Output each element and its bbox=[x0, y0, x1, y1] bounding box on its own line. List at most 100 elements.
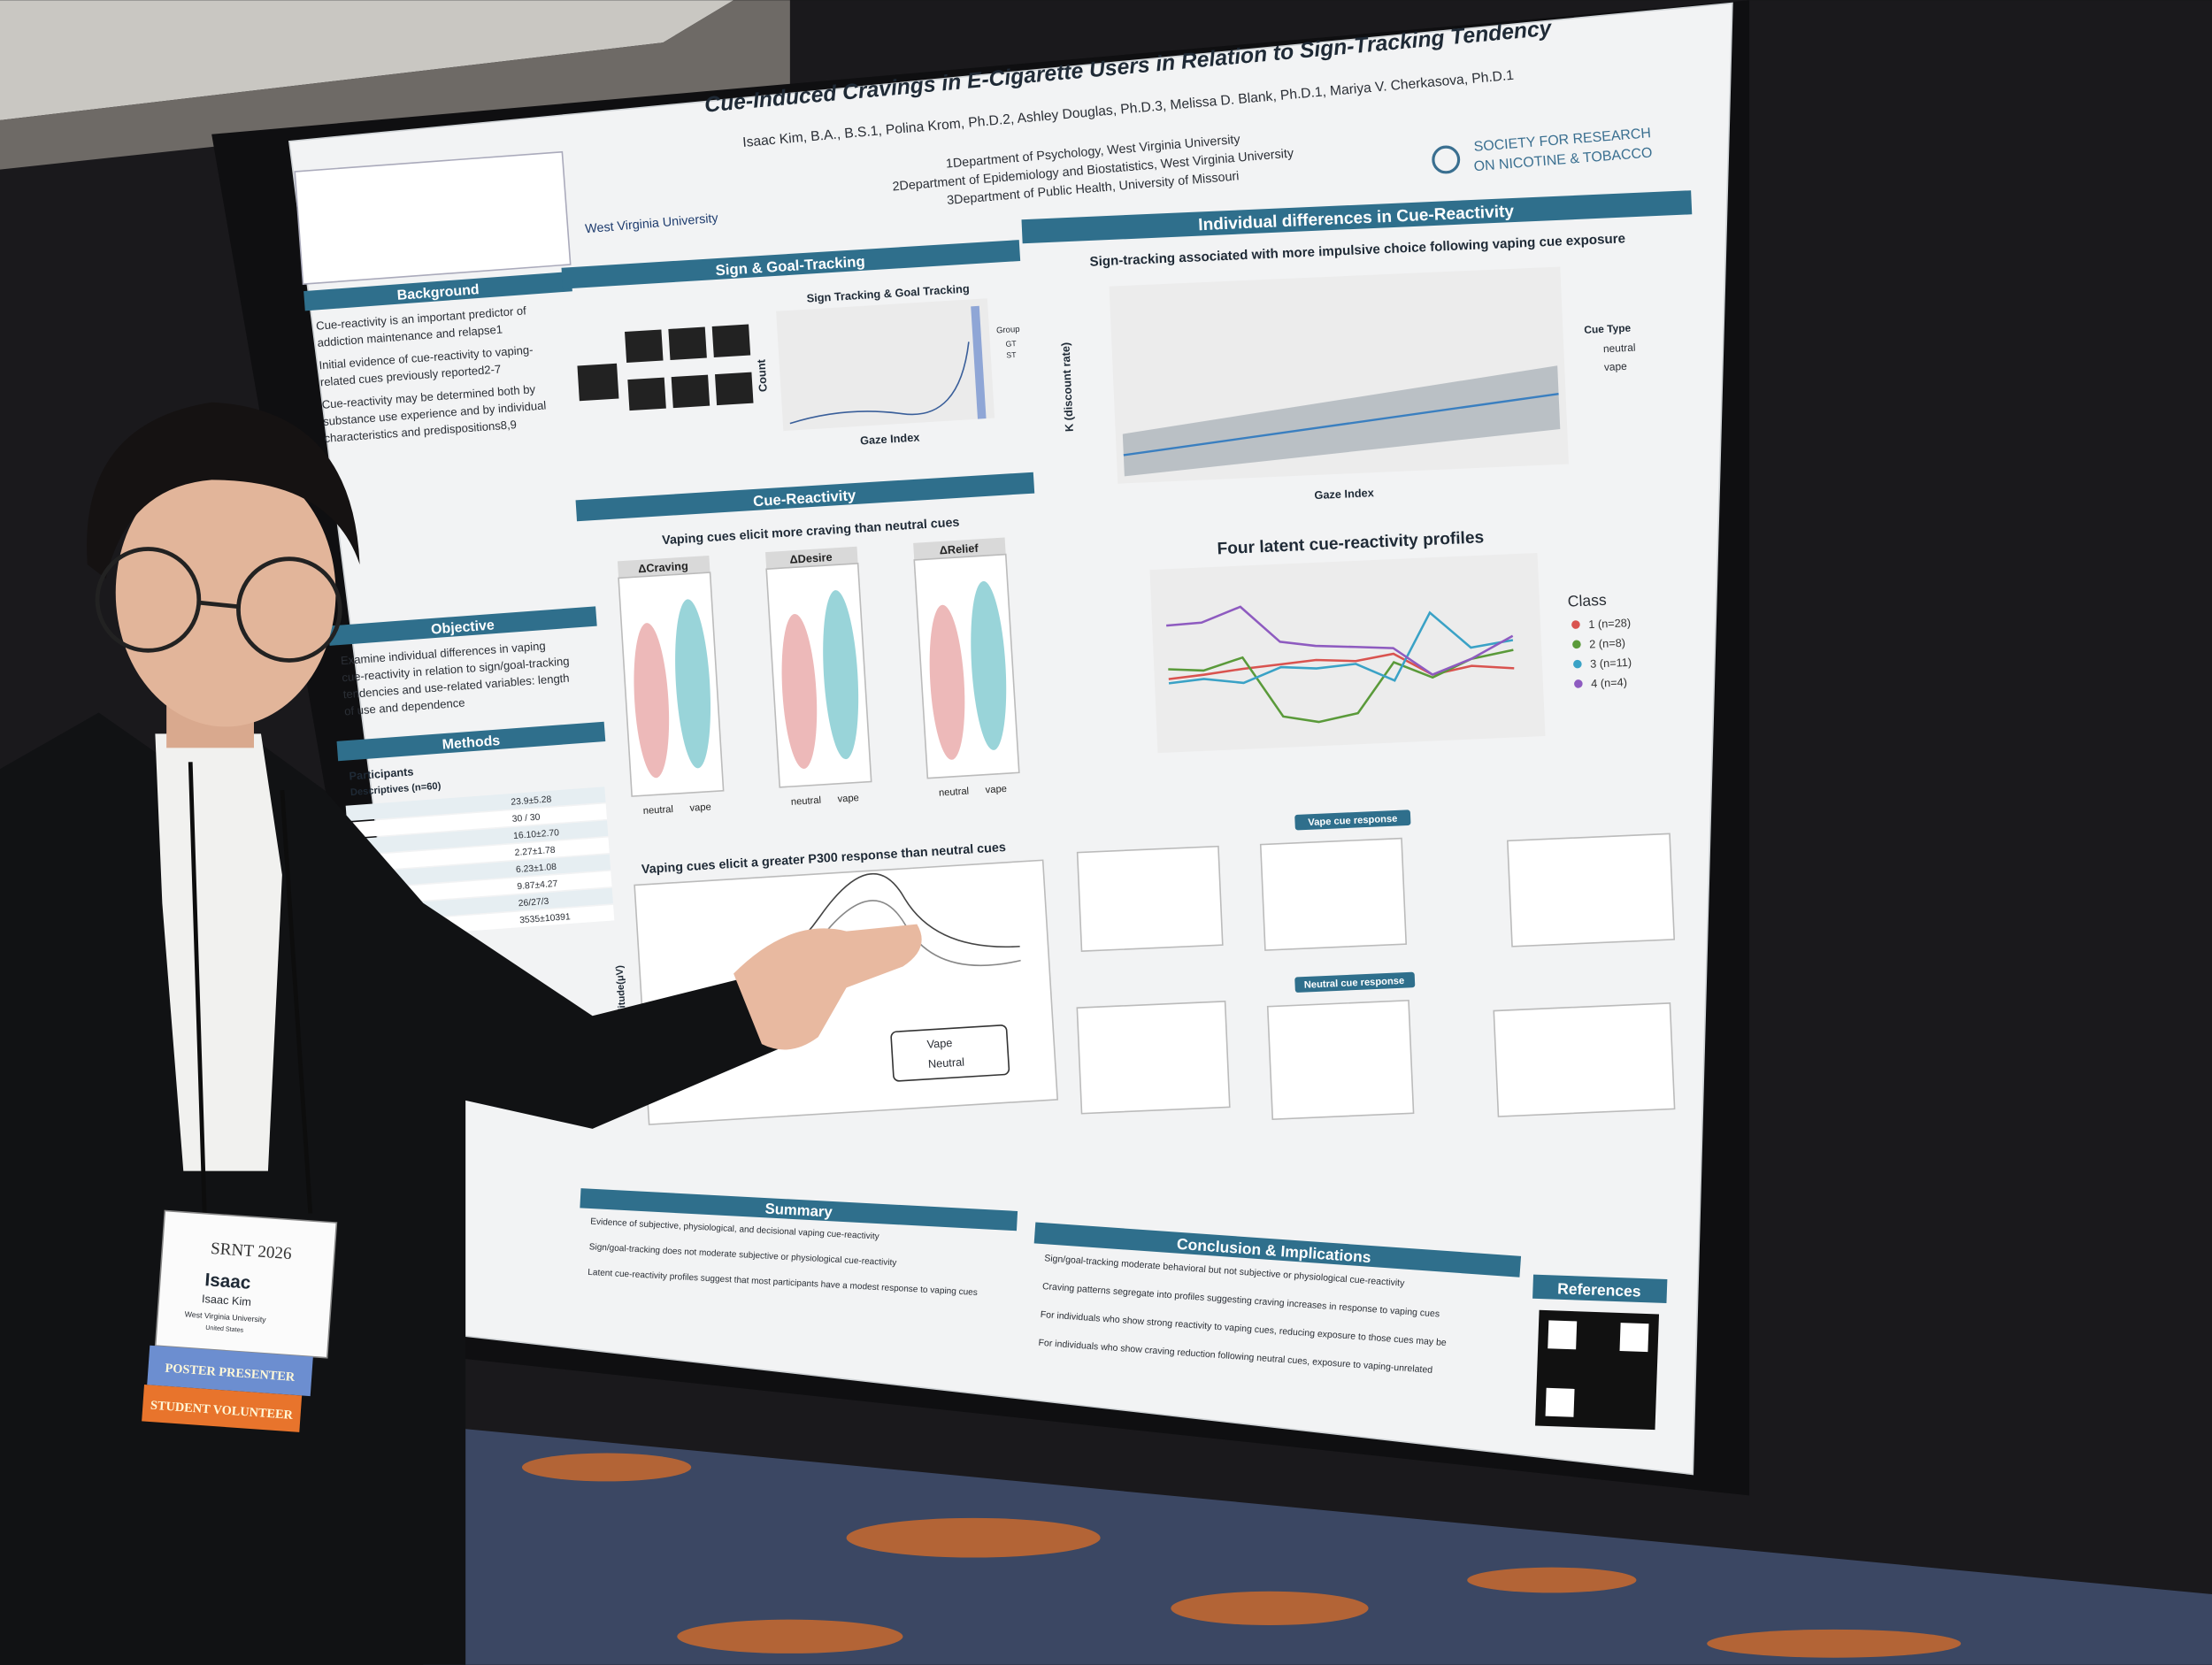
descriptives-table: 23.9±5.28 30 / 30 16.10±2.70 2.27±1.78 6.23±… bbox=[345, 786, 615, 940]
plot-panel bbox=[1149, 552, 1546, 754]
histogram-bar bbox=[971, 305, 987, 419]
legend-title: Group bbox=[996, 325, 1020, 336]
ceiling bbox=[0, 0, 734, 120]
x-tick-label: neutral bbox=[643, 804, 674, 817]
panel-label: Neutral cue response bbox=[1304, 976, 1405, 991]
table-row bbox=[347, 803, 607, 839]
section-bar bbox=[1532, 1274, 1668, 1304]
section-header: Objective bbox=[431, 618, 495, 637]
panel-title: ΔRelief bbox=[939, 541, 979, 557]
profile-lines bbox=[1166, 605, 1515, 724]
badge-full-name: Isaac Kim bbox=[202, 1292, 252, 1308]
badge-country: United States bbox=[205, 1324, 244, 1334]
section-bar bbox=[303, 271, 572, 311]
legend-entry: 2 (n=8) bbox=[1589, 636, 1625, 651]
violin bbox=[781, 613, 818, 770]
y-axis-label: Count bbox=[754, 358, 769, 392]
violin bbox=[929, 604, 965, 760]
carpet bbox=[423, 1424, 2212, 1665]
section-header: Summary bbox=[764, 1201, 833, 1221]
violin bbox=[971, 580, 1007, 750]
label-bar bbox=[1294, 809, 1411, 831]
class-legend: 1 (n=28) 2 (n=8) 3 (n=11) 4 (n=4) bbox=[1571, 616, 1632, 690]
legend-entry: 3 (n=11) bbox=[1590, 656, 1632, 671]
x-tick-label: neutral bbox=[939, 786, 970, 799]
panel-label: Vape cue response bbox=[1308, 814, 1398, 828]
section-header: Methods bbox=[442, 733, 501, 753]
glasses bbox=[236, 556, 342, 663]
legend-swatch bbox=[1574, 679, 1583, 688]
density-curve bbox=[789, 341, 970, 425]
panel-strip bbox=[913, 537, 1006, 560]
violin bbox=[675, 599, 711, 769]
violin bbox=[634, 623, 670, 779]
x-tick-label: vape bbox=[985, 784, 1007, 795]
legend-entry: 1 (n=28) bbox=[1588, 616, 1631, 631]
legend-swatch bbox=[1572, 640, 1581, 649]
shirt bbox=[155, 733, 282, 1171]
legend-title: Cue Type bbox=[1584, 322, 1632, 336]
section-bar bbox=[580, 1188, 1018, 1231]
carpet-pattern bbox=[521, 1453, 1962, 1658]
panel-strip bbox=[617, 555, 710, 579]
table-cell: 3535±10391 bbox=[519, 912, 571, 925]
section-bar bbox=[327, 606, 597, 646]
x-tick-label: neutral bbox=[791, 795, 822, 808]
panel-strip bbox=[765, 546, 858, 570]
profile-line bbox=[1168, 610, 1514, 685]
legend-title: Class bbox=[1567, 591, 1607, 610]
violin bbox=[823, 590, 859, 760]
legend-entry: Vape bbox=[926, 1036, 953, 1051]
left-column: Background Cue-reactivity is an importan… bbox=[294, 150, 615, 940]
panel-title: ΔCraving bbox=[638, 559, 688, 575]
lanyard bbox=[280, 790, 313, 1214]
table-cell: 23.9±5.28 bbox=[511, 794, 552, 807]
task-images bbox=[577, 324, 754, 411]
legend-entry: 4 (n=4) bbox=[1591, 675, 1627, 690]
x-tick-label: vape bbox=[837, 793, 859, 804]
ribbon bbox=[147, 1345, 313, 1397]
x-tick-label: vape bbox=[689, 802, 711, 813]
legend-entry: vape bbox=[1604, 360, 1628, 373]
right-column: Individual differences in Cue-Reactivity… bbox=[1021, 190, 1693, 1121]
glasses bbox=[95, 547, 202, 653]
qr-finder bbox=[1548, 1320, 1578, 1350]
x-axis-label: Gaze Index bbox=[860, 430, 920, 447]
table-row bbox=[349, 837, 610, 872]
glasses-bridge bbox=[198, 600, 241, 610]
section-header: Background bbox=[396, 282, 480, 303]
hand bbox=[733, 924, 922, 1050]
methods-label: Participants bbox=[349, 764, 414, 782]
legend-swatch bbox=[1571, 620, 1580, 629]
table-cell: 16.10±2.70 bbox=[513, 828, 560, 841]
y-axis-label: K (discount rate) bbox=[1058, 342, 1075, 433]
legend-entry: GT bbox=[1005, 339, 1017, 349]
section-bar bbox=[575, 472, 1035, 522]
confidence-band bbox=[1122, 365, 1561, 477]
table-cell: 30 / 30 bbox=[511, 813, 541, 825]
legend-swatch bbox=[1573, 659, 1582, 669]
profile-line bbox=[1166, 605, 1514, 677]
legend-box bbox=[890, 1024, 1010, 1082]
violin-panels: ΔCraving neutral vape ΔDesire neutral vape ΔRe… bbox=[617, 537, 1020, 817]
legend-entry: ST bbox=[1006, 350, 1017, 360]
ceiling-edge bbox=[0, 0, 790, 170]
label-bar bbox=[1294, 971, 1416, 993]
legend-entry: Neutral bbox=[927, 1055, 964, 1070]
profile-line bbox=[1168, 648, 1514, 724]
trend-line bbox=[1123, 392, 1559, 457]
table-cell: 26/27/3 bbox=[518, 897, 549, 909]
x-axis-label: Gaze Index bbox=[1314, 486, 1374, 502]
plot-panel bbox=[776, 298, 995, 432]
table-row bbox=[345, 786, 606, 822]
section-bar bbox=[1021, 190, 1693, 244]
table-cell: 2.27±1.78 bbox=[514, 846, 556, 858]
lanyard bbox=[188, 762, 207, 1214]
panel-title: ΔDesire bbox=[789, 550, 833, 566]
person bbox=[0, 402, 922, 1665]
table-cell: 6.23±1.08 bbox=[516, 863, 557, 875]
profile-line bbox=[1168, 652, 1515, 680]
disclosure-table bbox=[294, 150, 572, 286]
